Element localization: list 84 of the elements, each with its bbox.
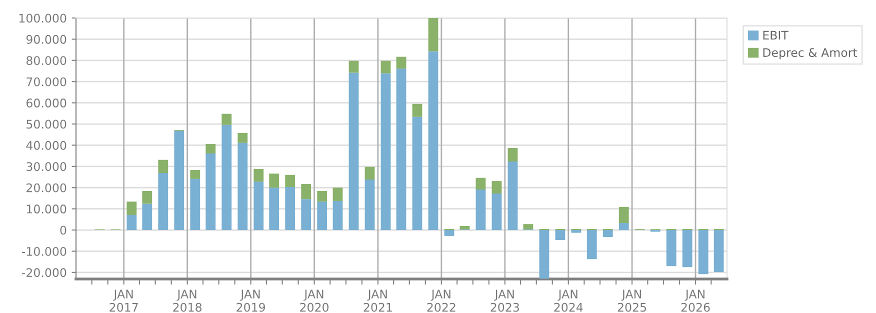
bar xyxy=(222,114,232,125)
x-tick-label: JAN 2021 xyxy=(364,290,392,312)
bar xyxy=(412,104,422,117)
bar xyxy=(142,191,152,204)
bar xyxy=(364,166,375,180)
bar xyxy=(206,144,216,154)
bar xyxy=(126,202,137,215)
bar xyxy=(666,230,676,266)
y-tick-label: 10.000 xyxy=(26,204,66,214)
x-tick-label: JAN 2025 xyxy=(618,290,646,312)
bar xyxy=(317,202,328,230)
y-tick-label: 30.000 xyxy=(26,162,66,172)
bar xyxy=(476,190,486,230)
bar xyxy=(380,60,391,74)
bar xyxy=(508,148,518,162)
bar xyxy=(618,223,629,230)
y-tick-label: -20.000 xyxy=(22,268,66,278)
bar xyxy=(332,188,343,201)
legend-label: Deprec & Amort xyxy=(763,48,858,60)
bar xyxy=(348,60,359,73)
bar xyxy=(523,224,534,230)
x-tick-label: JAN 2022 xyxy=(427,290,456,312)
bar xyxy=(555,230,566,240)
x-tick-label: JAN 2017 xyxy=(110,290,138,312)
bar xyxy=(332,200,343,230)
y-tick-label: 80.000 xyxy=(26,56,66,66)
bar xyxy=(269,174,280,188)
bar xyxy=(142,204,152,230)
bar xyxy=(190,178,200,230)
bar xyxy=(301,184,312,200)
x-tick-label: JAN 2023 xyxy=(490,290,519,312)
bar xyxy=(714,230,724,272)
bar xyxy=(698,230,708,274)
bar xyxy=(444,230,454,236)
x-tick-label: JAN 2018 xyxy=(173,290,202,312)
bar xyxy=(254,182,264,230)
bar xyxy=(158,172,168,230)
bar xyxy=(364,180,375,230)
bar xyxy=(586,230,597,260)
bar xyxy=(380,73,391,230)
x-tick-label: JAN 2026 xyxy=(681,290,710,312)
bar xyxy=(174,130,184,230)
bar xyxy=(396,56,406,69)
bar xyxy=(190,170,200,179)
y-tick-label: 20.000 xyxy=(26,183,66,192)
x-tick-label: JAN 2019 xyxy=(236,290,265,312)
bar xyxy=(348,72,359,230)
bar xyxy=(682,230,692,268)
bar xyxy=(396,68,406,230)
bar xyxy=(269,188,280,230)
bar xyxy=(428,51,438,230)
bar xyxy=(301,199,312,230)
bar xyxy=(492,194,502,230)
bar xyxy=(206,153,216,230)
y-tick-label: 60.000 xyxy=(26,98,66,108)
bar xyxy=(602,230,613,238)
bar xyxy=(238,142,248,230)
y-tick-label: 100.000 xyxy=(19,14,66,23)
x-tick-label: JAN 2024 xyxy=(554,290,583,312)
bar xyxy=(412,116,422,230)
bar xyxy=(254,168,264,182)
y-tick-label: 0 xyxy=(60,226,66,235)
legend-label: EBIT xyxy=(763,30,788,40)
y-tick-label: -10.000 xyxy=(22,246,66,256)
bar xyxy=(126,214,137,230)
bar xyxy=(571,230,582,233)
bar xyxy=(428,18,438,52)
bar xyxy=(508,162,518,230)
bar xyxy=(158,160,168,173)
bar xyxy=(285,186,296,230)
bar xyxy=(222,124,232,230)
bar xyxy=(238,132,248,143)
y-tick-label: 40.000 xyxy=(26,140,66,150)
bar xyxy=(618,206,629,224)
bar xyxy=(476,178,486,190)
x-tick-label: JAN 2020 xyxy=(300,290,329,312)
bar xyxy=(539,230,550,279)
y-tick-label: 70.000 xyxy=(26,77,66,86)
y-tick-label: 50.000 xyxy=(26,120,66,129)
bar xyxy=(285,174,296,187)
y-tick-label: 90.000 xyxy=(26,34,66,44)
bar xyxy=(492,181,502,194)
bar xyxy=(317,191,328,202)
bar xyxy=(460,226,470,230)
